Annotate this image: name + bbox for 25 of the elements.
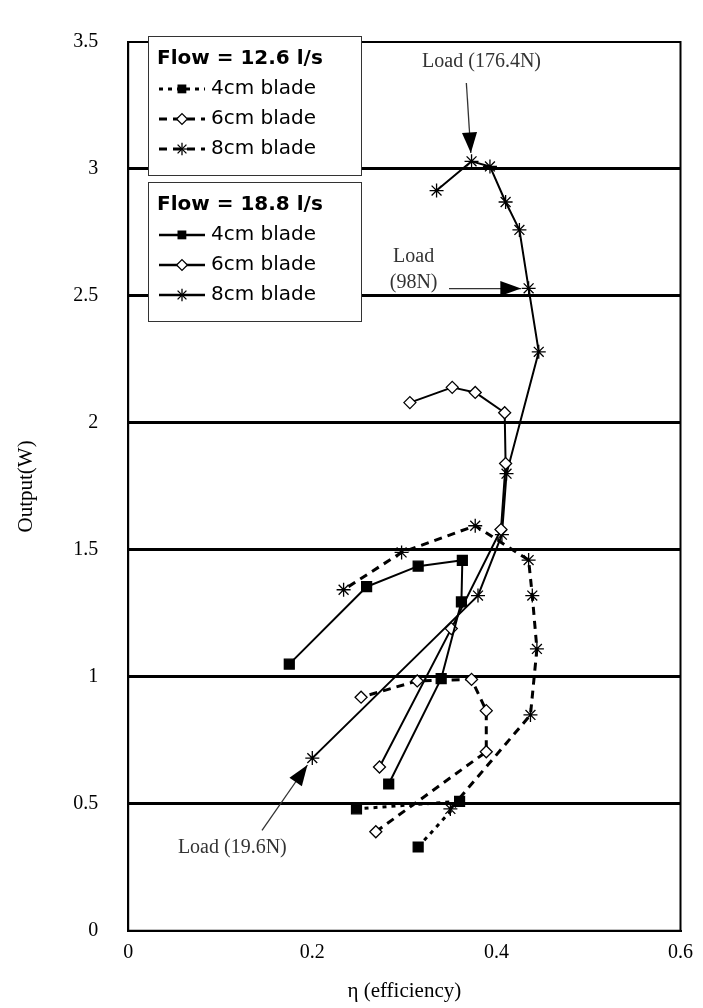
- y-tick-label: 2: [88, 410, 99, 433]
- y-axis-title: Output(W): [13, 440, 38, 533]
- x-tick-label: 0.2: [299, 940, 325, 963]
- y-tick-label: 1.5: [73, 537, 99, 560]
- legend-label: 6cm blade: [210, 105, 318, 129]
- y-tick-label: 0: [88, 918, 99, 941]
- y-tick-label: 2.5: [73, 283, 99, 306]
- x-tick-label: 0.4: [483, 940, 509, 963]
- legend-label: 6cm blade: [210, 251, 318, 275]
- legend-title: Flow = 12.6 l/s: [157, 45, 324, 69]
- annotation: Load (98N): [389, 243, 438, 293]
- annotation: Load (176.4N): [422, 48, 541, 72]
- y-tick-label: 0.5: [73, 791, 99, 814]
- annotation: Load (19.6N): [177, 835, 287, 859]
- y-tick-label: 1: [88, 664, 99, 687]
- x-axis-title: η (efficiency): [347, 977, 462, 1002]
- legend-label: 4cm blade: [210, 221, 318, 245]
- x-tick-label: 0: [123, 940, 134, 963]
- y-tick-label: 3.5: [73, 29, 99, 52]
- x-tick-label: 0.6: [668, 940, 693, 963]
- annotation: Flow = 18.8 l/s: [157, 191, 324, 215]
- legend-label: 8cm blade: [210, 281, 318, 305]
- legend-label: 4cm blade: [210, 75, 318, 99]
- legend-label: 8cm blade: [210, 135, 318, 159]
- y-tick-label: 3: [88, 156, 99, 179]
